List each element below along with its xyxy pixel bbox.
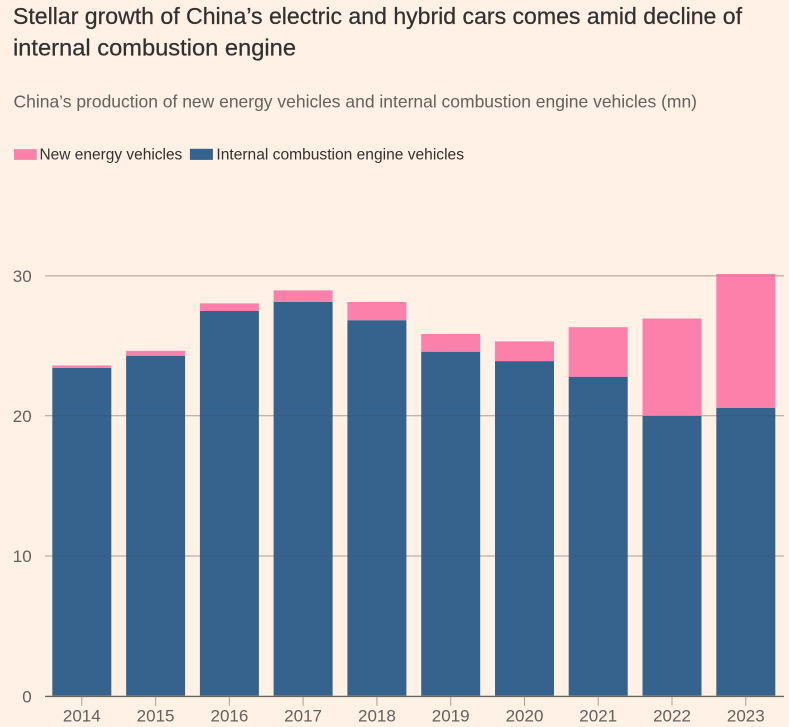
svg-text:30: 30	[13, 267, 32, 286]
svg-text:2021: 2021	[579, 707, 617, 726]
svg-text:2015: 2015	[137, 707, 175, 726]
svg-text:internal combustion engine: internal combustion engine	[13, 34, 296, 60]
svg-text:New energy vehicles: New energy vehicles	[40, 147, 183, 164]
svg-text:Stellar growth of China’s elec: Stellar growth of China’s electric and h…	[13, 3, 743, 29]
svg-text:2014: 2014	[63, 707, 101, 726]
svg-text:20: 20	[13, 407, 32, 426]
svg-text:2022: 2022	[653, 707, 691, 726]
svg-text:2023: 2023	[727, 707, 765, 726]
svg-text:10: 10	[13, 547, 32, 566]
svg-text:China’s production of new ener: China’s production of new energy vehicle…	[14, 91, 698, 111]
svg-text:2019: 2019	[432, 707, 470, 726]
svg-text:2017: 2017	[284, 707, 322, 726]
svg-text:2018: 2018	[358, 707, 396, 726]
svg-text:Internal combustion engine veh: Internal combustion engine vehicles	[216, 147, 464, 164]
svg-text:2020: 2020	[506, 707, 544, 726]
svg-text:2016: 2016	[210, 707, 248, 726]
svg-text:0: 0	[22, 688, 31, 707]
